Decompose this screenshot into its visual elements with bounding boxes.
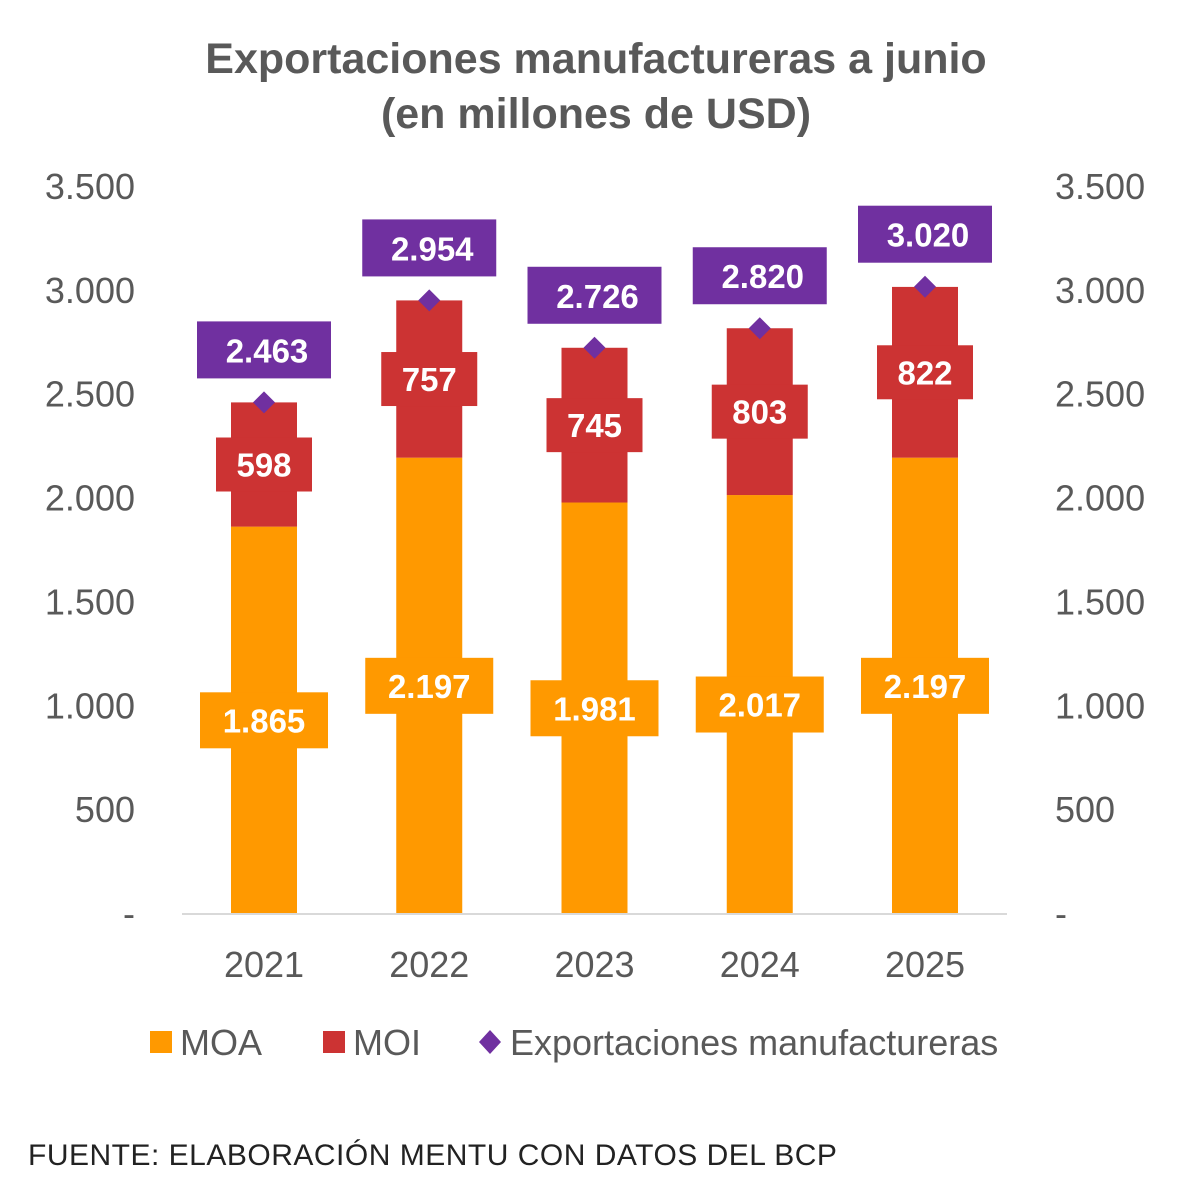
y-tick-label-left: 2.000 (45, 478, 135, 519)
data-label-total: 2.820 (721, 258, 804, 295)
y-tick-label-right: 1.000 (1055, 685, 1145, 726)
legend-swatch-moi (323, 1031, 345, 1053)
data-label-total: 2.726 (556, 278, 639, 315)
marker-total (748, 317, 771, 340)
data-label-box-total (197, 321, 331, 379)
data-label-moi: 822 (897, 354, 952, 391)
data-label-box-total (362, 219, 497, 277)
chart-subtitle: (en millones de USD) (381, 90, 811, 138)
y-tick-label-right: 500 (1055, 789, 1115, 830)
y-tick-label-left: 1.500 (45, 581, 135, 622)
source-note: FUENTE: ELABORACIÓN MENTU CON DATOS DEL … (28, 1139, 837, 1172)
data-label-total: 2.463 (226, 332, 309, 369)
marker-total (253, 391, 275, 414)
data-label-box-moa (365, 657, 494, 714)
data-label-total: 2.954 (391, 230, 474, 267)
marker-total (583, 336, 606, 359)
x-tick-label: 2024 (720, 944, 800, 985)
y-tick-label-right: 2.000 (1055, 478, 1145, 519)
y-tick-label-left: 2.500 (45, 374, 135, 415)
y-tick-label-right: 3.000 (1055, 270, 1145, 311)
marker-total (914, 275, 936, 298)
data-label-moi: 757 (402, 361, 457, 398)
x-tick-label: 2021 (224, 944, 304, 985)
data-label-box-moa (530, 680, 659, 737)
data-label-box-moi (546, 398, 643, 453)
y-tick-label-left: 3.500 (45, 166, 135, 207)
legend-label-total: Exportaciones manufactureras (510, 1022, 998, 1063)
y-tick-label-left: 3.000 (45, 270, 135, 311)
legend-swatch-moa (150, 1031, 172, 1053)
data-label-box-total (692, 247, 827, 305)
x-tick-label: 2025 (885, 944, 965, 985)
data-label-total: 3.020 (887, 217, 970, 254)
legend-label-moa: MOA (180, 1022, 262, 1063)
data-label-box-total (858, 205, 992, 263)
data-label-box-total (527, 266, 662, 324)
data-label-box-moa (695, 676, 824, 733)
data-label-moa: 2.197 (884, 668, 967, 705)
x-axis: 2021 2022 2023 2024 2025 (224, 944, 965, 985)
y-tick-label-right: - (1055, 893, 1067, 934)
data-label-box-moa (861, 657, 989, 714)
data-label-moi: 745 (567, 407, 622, 444)
marker-total (418, 289, 441, 312)
data-label-box-moi (381, 352, 478, 407)
y-tick-label-left: - (123, 893, 135, 934)
data-label-moi: 598 (236, 447, 291, 484)
data-label-moa: 1.981 (553, 690, 636, 727)
bars: 1.865 598 2.463 2.197 757 2.954 1.981 745 2.726 2… (197, 205, 992, 914)
chart-title: Exportaciones manufactureras a junio (205, 35, 986, 83)
data-label-moi: 803 (732, 394, 787, 431)
y-tick-label-left: 500 (75, 789, 135, 830)
data-label-box-moi (711, 384, 808, 439)
legend-label-moi: MOI (353, 1022, 421, 1063)
data-label-box-moa (200, 692, 328, 749)
x-tick-label: 2023 (554, 944, 634, 985)
data-label-box-moi (216, 437, 312, 492)
data-label-moa: 2.197 (388, 668, 471, 705)
data-label-moa: 1.865 (223, 702, 306, 739)
y-tick-label-right: 1.500 (1055, 581, 1145, 622)
data-label-moa: 2.017 (718, 687, 801, 724)
legend-swatch-total (479, 1030, 501, 1054)
legend: MOA MOI Exportaciones manufactureras (150, 1022, 998, 1063)
y-axis-left: - 500 1.000 1.500 2.000 2.500 3.000 3.500 (45, 166, 135, 934)
y-tick-label-right: 3.500 (1055, 166, 1145, 207)
data-label-box-moi (877, 345, 973, 400)
y-axis-right: - 500 1.000 1.500 2.000 2.500 3.000 3.500 (1055, 166, 1145, 934)
y-tick-label-left: 1.000 (45, 685, 135, 726)
y-tick-label-right: 2.500 (1055, 374, 1145, 415)
x-tick-label: 2022 (389, 944, 469, 985)
